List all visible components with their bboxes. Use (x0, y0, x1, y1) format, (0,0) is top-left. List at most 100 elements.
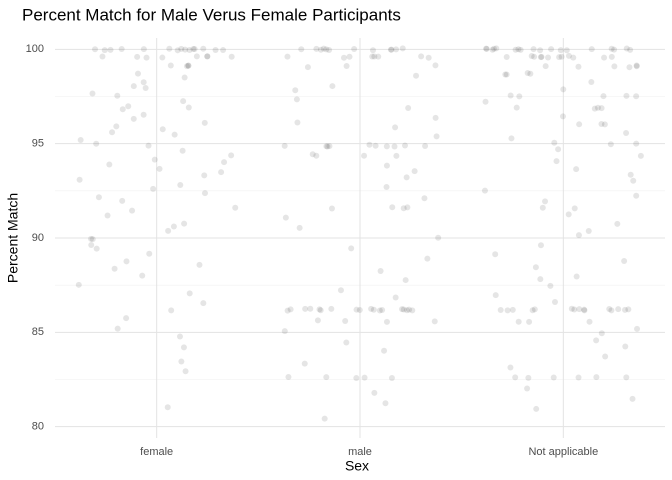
point (573, 166, 580, 173)
point (182, 368, 189, 375)
point (228, 152, 235, 159)
point (185, 104, 192, 111)
point (598, 330, 605, 337)
point (313, 45, 320, 52)
point (342, 317, 349, 324)
point (388, 375, 395, 382)
point (351, 46, 358, 53)
point (623, 92, 630, 99)
point (403, 174, 410, 181)
point (193, 53, 200, 60)
point (560, 86, 567, 93)
point (298, 46, 305, 53)
point (433, 133, 440, 140)
point (123, 315, 130, 322)
point (565, 211, 572, 218)
point (191, 45, 198, 52)
point (545, 54, 552, 61)
point (77, 136, 84, 143)
point (513, 104, 520, 111)
point (608, 307, 615, 314)
point (633, 63, 640, 70)
point (406, 306, 413, 313)
point (524, 69, 531, 76)
point (123, 258, 130, 265)
point (321, 415, 328, 422)
point (129, 207, 136, 214)
point (557, 47, 564, 54)
point (588, 79, 595, 86)
point (481, 187, 488, 194)
point (346, 53, 353, 60)
point (375, 53, 382, 60)
point (551, 139, 558, 146)
point (366, 141, 373, 148)
point (328, 205, 335, 212)
point (118, 46, 125, 53)
point (114, 92, 121, 99)
point (611, 63, 618, 70)
point (89, 90, 96, 97)
point (281, 142, 288, 149)
point (606, 305, 613, 312)
point (302, 305, 309, 312)
point (507, 92, 514, 99)
point (139, 272, 146, 279)
point (482, 98, 489, 105)
point (512, 46, 519, 53)
point (542, 198, 549, 205)
point (593, 337, 600, 344)
point (594, 104, 601, 111)
point (517, 46, 524, 53)
point (164, 404, 171, 411)
y-tick-label: 90 (32, 232, 44, 244)
point (591, 105, 598, 112)
y-tick-label: 95 (32, 138, 44, 150)
y-tick-label: 100 (26, 43, 44, 55)
point (317, 307, 324, 314)
point (145, 142, 152, 149)
point (180, 344, 187, 351)
point (109, 129, 116, 136)
point (515, 46, 522, 53)
point (387, 46, 394, 53)
point (633, 140, 640, 147)
point (190, 46, 197, 53)
point (512, 374, 519, 381)
point (201, 172, 208, 179)
point (376, 307, 383, 314)
point (326, 46, 333, 53)
point (637, 152, 644, 159)
point (201, 190, 208, 197)
point (389, 204, 396, 211)
point (537, 47, 544, 54)
x-tick-label: Not applicable (528, 446, 598, 458)
point (383, 318, 390, 325)
point (317, 46, 324, 53)
point (88, 235, 95, 242)
point (166, 45, 173, 52)
point (221, 159, 228, 166)
point (323, 143, 330, 150)
point (95, 194, 102, 201)
point (228, 53, 235, 60)
point (151, 156, 158, 163)
point (392, 124, 399, 131)
point (600, 93, 607, 100)
point (537, 276, 544, 283)
point (532, 264, 539, 271)
point (101, 47, 108, 54)
point (381, 347, 388, 354)
point (185, 62, 192, 69)
point (611, 46, 618, 53)
point (418, 53, 425, 60)
point (431, 318, 438, 325)
point (542, 63, 549, 70)
point (181, 220, 188, 227)
point (119, 197, 126, 204)
point (232, 204, 239, 211)
point (146, 250, 153, 257)
point (529, 307, 536, 314)
point (399, 306, 406, 313)
point (625, 306, 632, 313)
